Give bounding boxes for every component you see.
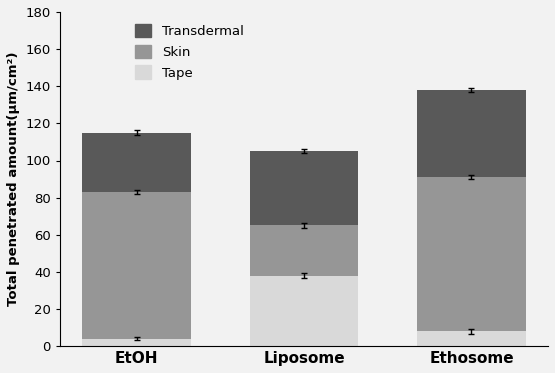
Y-axis label: Total penetrated amount(μm/cm²): Total penetrated amount(μm/cm²) [7, 52, 20, 306]
Legend: Transdermal, Skin, Tape: Transdermal, Skin, Tape [130, 19, 249, 85]
Bar [82, 192, 191, 339]
Bar [250, 226, 359, 276]
Bar [82, 339, 191, 346]
Bar [250, 276, 359, 346]
Bar [250, 151, 359, 226]
Bar [417, 177, 526, 331]
Bar [82, 133, 191, 192]
Bar [417, 90, 526, 177]
Bar [417, 331, 526, 346]
